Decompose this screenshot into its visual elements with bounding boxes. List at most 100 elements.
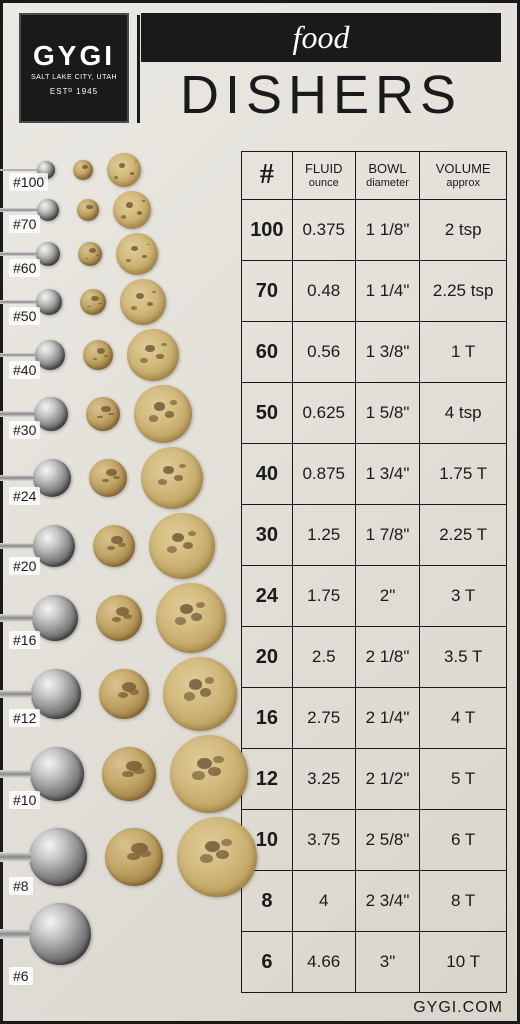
scoop-label: #30 (9, 421, 40, 439)
cell-fluid: 0.56 (292, 322, 355, 383)
visual-row: #30 (3, 385, 192, 443)
cookie-icon (113, 191, 151, 229)
cell-number: 40 (242, 444, 293, 505)
cookie-icon (163, 657, 237, 731)
cell-number: 20 (242, 627, 293, 688)
scoop-label: #8 (9, 877, 33, 895)
dough-ball-icon (102, 747, 156, 801)
cell-bowl: 1 1/8" (355, 200, 420, 261)
visual-row: #50 (3, 279, 166, 325)
logo: GYGI SALT LAKE CITY, UTAH ESTᴰ 1945 (19, 13, 129, 123)
cell-bowl: 1 3/8" (355, 322, 420, 383)
scoop-label: #10 (9, 791, 40, 809)
scoop-label: #20 (9, 557, 40, 575)
cookie-icon (134, 385, 192, 443)
dough-ball-icon (86, 397, 120, 431)
cell-volume: 5 T (420, 749, 507, 810)
dough-ball-icon (105, 828, 163, 886)
cell-volume: 1.75 T (420, 444, 507, 505)
cookie-icon (116, 233, 158, 275)
scoop-label: #100 (9, 173, 48, 191)
cell-bowl: 3" (355, 932, 420, 993)
cell-volume: 10 T (420, 932, 507, 993)
visual-row: #8 (3, 817, 257, 897)
dough-ball-icon (83, 340, 113, 370)
scoop-label: #70 (9, 215, 40, 233)
table-row: 64.663"10 T (242, 932, 507, 993)
cell-bowl: 2" (355, 566, 420, 627)
cell-fluid: 3.75 (292, 810, 355, 871)
cell-fluid: 3.25 (292, 749, 355, 810)
dough-ball-icon (89, 459, 127, 497)
cell-number: 60 (242, 322, 293, 383)
table-row: 202.52 1/8"3.5 T (242, 627, 507, 688)
cookie-icon (120, 279, 166, 325)
cell-bowl: 1 7/8" (355, 505, 420, 566)
cell-fluid: 0.375 (292, 200, 355, 261)
cell-volume: 6 T (420, 810, 507, 871)
cell-volume: 2 tsp (420, 200, 507, 261)
scoop-label: #50 (9, 307, 40, 325)
cell-volume: 2.25 tsp (420, 261, 507, 322)
header-volume: VOLUME approx (420, 152, 507, 200)
cell-volume: 8 T (420, 871, 507, 932)
visual-row: #24 (3, 447, 203, 509)
visual-row: #40 (3, 329, 179, 381)
scoop-icon (29, 903, 91, 965)
table-row: 1000.3751 1/8"2 tsp (242, 200, 507, 261)
footer-url: GYGI.COM (413, 999, 503, 1017)
dough-ball-icon (99, 669, 149, 719)
visual-row: #70 (3, 191, 151, 229)
cell-volume: 2.25 T (420, 505, 507, 566)
cookie-icon (141, 447, 203, 509)
cell-number: 30 (242, 505, 293, 566)
scoop-label: #6 (9, 967, 33, 985)
cookie-icon (170, 735, 248, 813)
cell-number: 24 (242, 566, 293, 627)
title-top: food (141, 13, 501, 62)
header-bowl: BOWL diameter (355, 152, 420, 200)
cell-fluid: 4 (292, 871, 355, 932)
table-row: 301.251 7/8"2.25 T (242, 505, 507, 566)
cell-bowl: 2 1/8" (355, 627, 420, 688)
cell-fluid: 2.75 (292, 688, 355, 749)
disher-table: # FLUID ounce BOWL diameter VOLUME appro… (241, 151, 507, 993)
header-fluid: FLUID ounce (292, 152, 355, 200)
scoop-icon (29, 828, 87, 886)
cell-bowl: 2 1/4" (355, 688, 420, 749)
cell-volume: 4 T (420, 688, 507, 749)
cell-fluid: 0.48 (292, 261, 355, 322)
cell-volume: 4 tsp (420, 383, 507, 444)
content: #100#70#60#50#40#30#24#20#16#12#10#8#6 #… (3, 151, 517, 993)
cookie-icon (127, 329, 179, 381)
table-row: 123.252 1/2"5 T (242, 749, 507, 810)
title-block: food DISHERS (141, 13, 501, 126)
cell-volume: 1 T (420, 322, 507, 383)
cell-fluid: 0.875 (292, 444, 355, 505)
cell-number: 50 (242, 383, 293, 444)
cell-number: 70 (242, 261, 293, 322)
table-row: 241.752"3 T (242, 566, 507, 627)
table-body: 1000.3751 1/8"2 tsp700.481 1/4"2.25 tsp6… (242, 200, 507, 993)
dough-ball-icon (77, 199, 99, 221)
table-header-row: # FLUID ounce BOWL diameter VOLUME appro… (242, 152, 507, 200)
cell-number: 16 (242, 688, 293, 749)
table-row: 103.752 5/8"6 T (242, 810, 507, 871)
cell-fluid: 1.75 (292, 566, 355, 627)
cookie-icon (149, 513, 215, 579)
cookie-icon (177, 817, 257, 897)
cell-bowl: 2 3/4" (355, 871, 420, 932)
dough-ball-icon (78, 242, 102, 266)
cell-bowl: 2 5/8" (355, 810, 420, 871)
cell-fluid: 2.5 (292, 627, 355, 688)
scoop-label: #40 (9, 361, 40, 379)
dough-ball-icon (93, 525, 135, 567)
scoop-label: #16 (9, 631, 40, 649)
header: GYGI SALT LAKE CITY, UTAH ESTᴰ 1945 food… (3, 3, 517, 126)
cell-fluid: 4.66 (292, 932, 355, 993)
cell-number: 12 (242, 749, 293, 810)
table-row: 600.561 3/8"1 T (242, 322, 507, 383)
cell-volume: 3.5 T (420, 627, 507, 688)
visual-row: #20 (3, 513, 215, 579)
cell-fluid: 0.625 (292, 383, 355, 444)
